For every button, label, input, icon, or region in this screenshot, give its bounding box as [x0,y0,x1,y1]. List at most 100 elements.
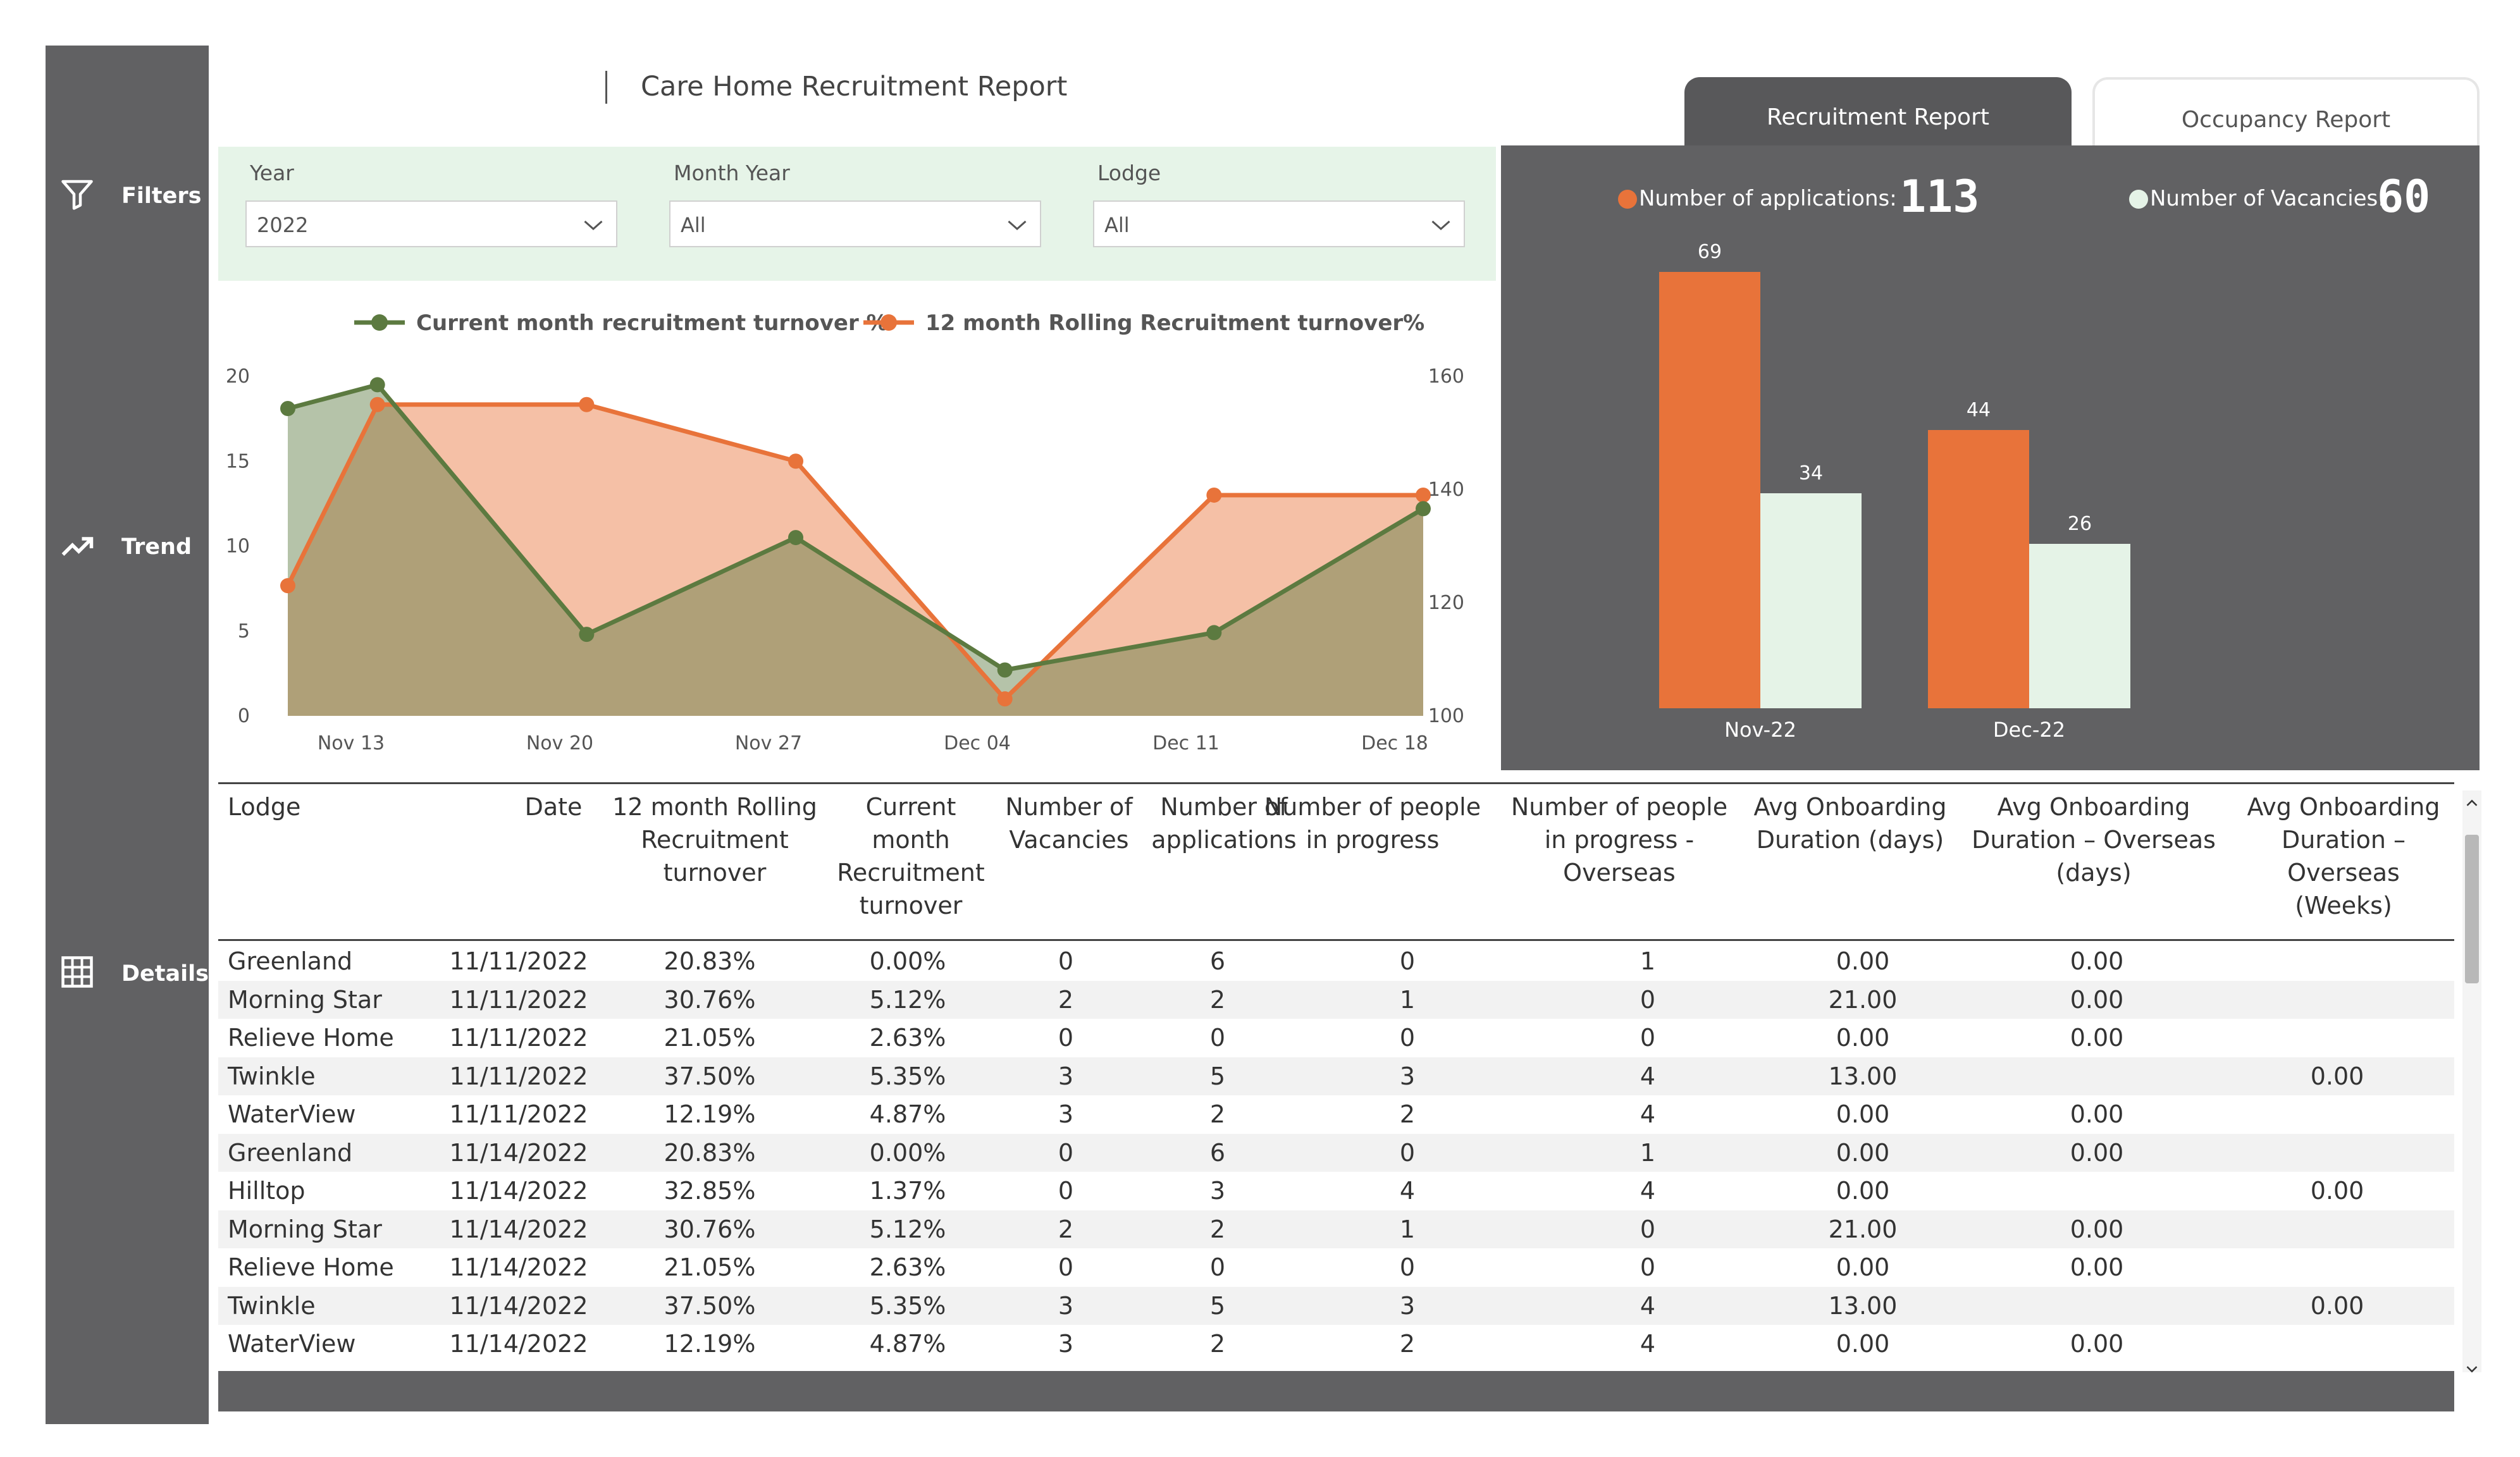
table-cell: 0.00 [1836,1253,1890,1281]
nav-details[interactable]: Details [58,944,209,1000]
column-header-line: Overseas (Weeks) [2287,859,2400,919]
table-cell: 0.00 [2070,985,2124,1014]
column-header[interactable]: Lodge [228,790,436,823]
table-row[interactable]: Hilltop 11/14/2022 32.85% 1.37% 0 3 4 4 0.00 0.00 [218,1172,2454,1210]
kpi-panel: Number of applications: 113 Number of Va… [1501,145,2480,770]
chevron-down-icon [1431,220,1450,231]
table-cell: 0 [1640,1024,1656,1052]
table-cell: 3 [1058,1291,1074,1320]
year-dropdown[interactable]: 2022 [245,200,617,247]
table-cell: 20.83% [664,947,756,975]
table-cell: 12.19% [664,1330,756,1358]
tab-recruitment-report[interactable]: Recruitment Report [1684,77,2072,145]
column-header[interactable]: Date [471,790,636,823]
table-cell: 3 [1058,1330,1074,1358]
column-header[interactable]: Avg Onboarding Duration – Overseas (Weeks) [2239,790,2448,922]
scroll-down-icon[interactable] [2462,1360,2481,1379]
column-header-line: (days) [2056,859,2132,887]
table-row[interactable]: WaterView 11/14/2022 12.19% 4.87% 3 2 2 4 0.00 0.… [218,1325,2454,1363]
nav-trend[interactable]: Trend [58,517,204,574]
table-row[interactable]: Relieve Home 11/14/2022 21.05% 2.63% 0 0 0 0 0.0… [218,1248,2454,1286]
table-row[interactable]: Morning Star 11/11/2022 30.76% 5.12% 2 2 1 0 21.… [218,980,2454,1019]
bar-applications [1659,272,1760,708]
vacancies-label: Number of Vacancies: [2150,186,2385,211]
scroll-up-icon[interactable] [2462,794,2481,813]
legend-rolling-label: 12 month Rolling Recruitment turnover% [925,310,1424,336]
table-cell: 2.63% [869,1024,946,1052]
table-row[interactable]: Relieve Home 11/11/2022 21.05% 2.63% 0 0 0 0 0.0… [218,1019,2454,1057]
details-table: Lodge Date 12 month Rolling Recruitment turn… [218,782,2454,1415]
table-cell: 2.63% [869,1253,946,1281]
column-header[interactable]: Number of people in progress [1256,790,1490,856]
column-header-line: Duration – [2281,826,2406,854]
column-header[interactable]: Current month Recruitment turnover [806,790,1015,922]
x-tick-label: Nov 20 [526,732,593,754]
current-turnover-point [280,401,295,417]
table-cell: 2 [1209,985,1226,1014]
table-row[interactable]: Morning Star 11/14/2022 30.76% 5.12% 2 2 1 0 21.… [218,1210,2454,1248]
table-cell: 0.00 [2070,1330,2124,1358]
rolling-turnover-point [1416,487,1431,503]
table-cell: 4 [1640,1062,1656,1090]
table-cell: 1.37% [869,1177,946,1205]
bar-vacancies [1760,493,1862,708]
table-cell: 0 [1399,947,1416,975]
column-header-line: Recruitment [641,826,789,854]
bar-category-label: Dec-22 [1993,718,2065,742]
table-row[interactable]: WaterView 11/11/2022 12.19% 4.87% 3 2 2 4 0.00 0.… [218,1095,2454,1133]
lodge-dropdown[interactable]: All [1093,200,1465,247]
rolling-turnover-point [788,453,804,469]
lodge-dropdown-value: All [1104,213,1130,237]
table-cell: 0.00 [2310,1062,2364,1090]
table-icon [61,956,93,988]
vacancies-legend-dot [2129,190,2148,209]
rolling-turnover-point [280,578,295,594]
table-cell: 0 [1058,1177,1074,1205]
legend-current-label: Current month recruitment turnover % [416,310,888,336]
table-cell: 4.87% [869,1330,946,1358]
bar-data-label: 69 [1698,241,1722,263]
y-left-tick-label: 10 [226,536,250,558]
current-turnover-point [1416,501,1431,517]
table-cell: 4.87% [869,1100,946,1128]
filter-panel: Year 2022 Month Year All Lodge All [218,147,1496,281]
table-cell: 0.00 [2070,1253,2124,1281]
table-cell: 12.19% [664,1100,756,1128]
column-header-line: turnover [663,859,767,887]
table-cell: 2 [1209,1100,1226,1128]
column-header[interactable]: 12 month Rolling Recruitment turnover [595,790,835,889]
chevron-down-icon [584,220,603,231]
x-tick-label: Nov 13 [318,732,385,754]
table-cell: 13.00 [1828,1291,1898,1320]
bar-category-label: Nov-22 [1724,718,1796,742]
month-year-dropdown[interactable]: All [669,200,1041,247]
table-scrollbar-thumb[interactable] [2465,835,2479,983]
y-right-tick-label: 120 [1428,592,1464,614]
column-header[interactable]: Number of applications [1145,790,1303,856]
table-cell: Hilltop [228,1177,306,1205]
column-header-line: Number of people [1510,793,1728,821]
table-row[interactable]: Twinkle 11/11/2022 37.50% 5.35% 3 5 3 4 13.00 0.0… [218,1057,2454,1095]
applications-legend-dot [1618,190,1637,209]
nav-filters-label: Filters [121,183,202,209]
column-header[interactable]: Number of people in progress - Overseas [1499,790,1739,889]
table-cell: 11/11/2022 [449,1100,588,1128]
table-cell: 0.00 [2070,1024,2124,1052]
rolling-turnover-point [369,397,385,412]
column-header[interactable]: Avg Onboarding Duration – Overseas (days) [1967,790,2220,889]
column-header-line: Lodge [228,793,301,821]
table-row[interactable]: Greenland 11/11/2022 20.83% 0.00% 0 6 0 1 0.00 0.… [218,942,2454,980]
table-cell: 2 [1399,1100,1416,1128]
chart-legend: Current month recruitment turnover % 12 m… [354,310,1424,336]
table-row[interactable]: Twinkle 11/14/2022 37.50% 5.35% 3 5 3 4 13.00 0.0… [218,1286,2454,1325]
table-cell: 0.00 [2070,1100,2124,1128]
column-header[interactable]: Avg Onboarding Duration (days) [1746,790,1955,856]
column-header-line: in progress [1306,826,1440,854]
x-tick-label: Dec 04 [944,732,1011,754]
year-slicer-label: Year [250,161,294,185]
column-header[interactable]: Number of Vacancies [984,790,1154,856]
tab-occupancy-report[interactable]: Occupancy Report [2092,77,2480,145]
applications-label: Number of applications: [1639,186,1897,211]
nav-filters[interactable]: Filters [58,166,204,223]
table-row[interactable]: Greenland 11/14/2022 20.83% 0.00% 0 6 0 1 0.00 0.… [218,1133,2454,1172]
